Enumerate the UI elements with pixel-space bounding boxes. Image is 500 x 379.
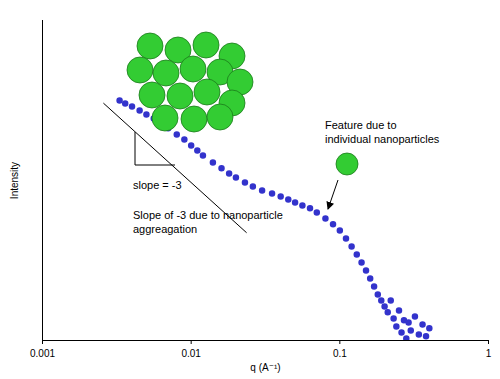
svg-text:0.01: 0.01	[181, 348, 201, 359]
svg-text:0.1: 0.1	[333, 348, 347, 359]
svg-text:Feature due toindividual nanop: Feature due toindividual nanoparticles	[325, 119, 440, 145]
svg-text:1: 1	[486, 348, 492, 359]
svg-text:0.001: 0.001	[30, 348, 55, 359]
svg-text:q (A⁻¹): q (A⁻¹)	[250, 362, 280, 373]
svg-text:Intensity: Intensity	[9, 162, 20, 199]
svg-text:slope = -3: slope = -3	[133, 179, 182, 191]
svg-text:Slope of -3 due to nanoparticl: Slope of -3 due to nanoparticleaggreagat…	[133, 209, 283, 235]
